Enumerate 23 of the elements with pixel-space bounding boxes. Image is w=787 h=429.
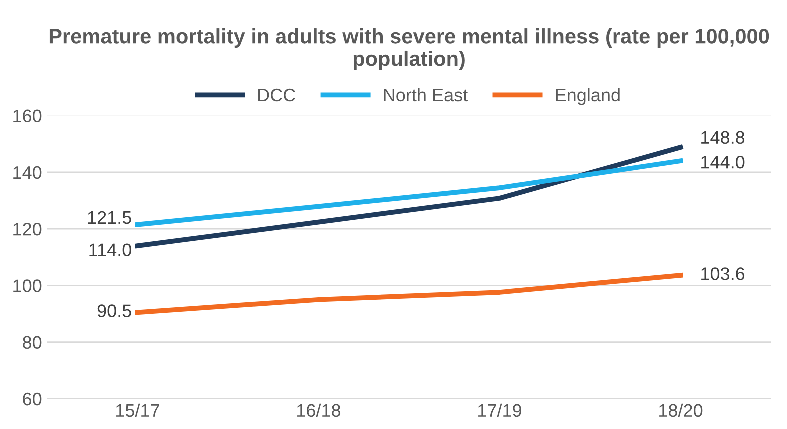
line-series	[135, 145, 684, 249]
y-tick-label: 140	[14, 166, 42, 180]
y-tick-label: 80	[23, 336, 42, 350]
x-tick-label: 18/20	[660, 404, 703, 418]
x-tick-label: 17/19	[478, 404, 522, 418]
y-tick-label: 60	[23, 392, 42, 406]
legend-label: England	[556, 88, 620, 106]
data-label: 103.6	[702, 268, 745, 280]
x-tick-label: 16/18	[298, 404, 341, 418]
data-label: 90.5	[98, 304, 132, 318]
line-series	[135, 273, 684, 316]
legend-label: DCC	[258, 88, 296, 102]
data-label: 148.8	[702, 131, 745, 144]
data-label: 114.0	[90, 244, 132, 256]
chart-title: Premature mortality in adults with severe mental illness (rate per 100,000 population)	[50, 28, 770, 70]
y-tick-label: 100	[14, 280, 42, 292]
legend-label: North East	[384, 88, 468, 102]
y-tick-label: 160	[14, 110, 42, 123]
x-tick-label: 15/17	[116, 404, 160, 418]
y-tick-label: 120	[14, 223, 42, 236]
line-series	[135, 158, 684, 228]
data-label: 121.5	[88, 211, 132, 224]
data-label: 144.0	[702, 156, 745, 169]
